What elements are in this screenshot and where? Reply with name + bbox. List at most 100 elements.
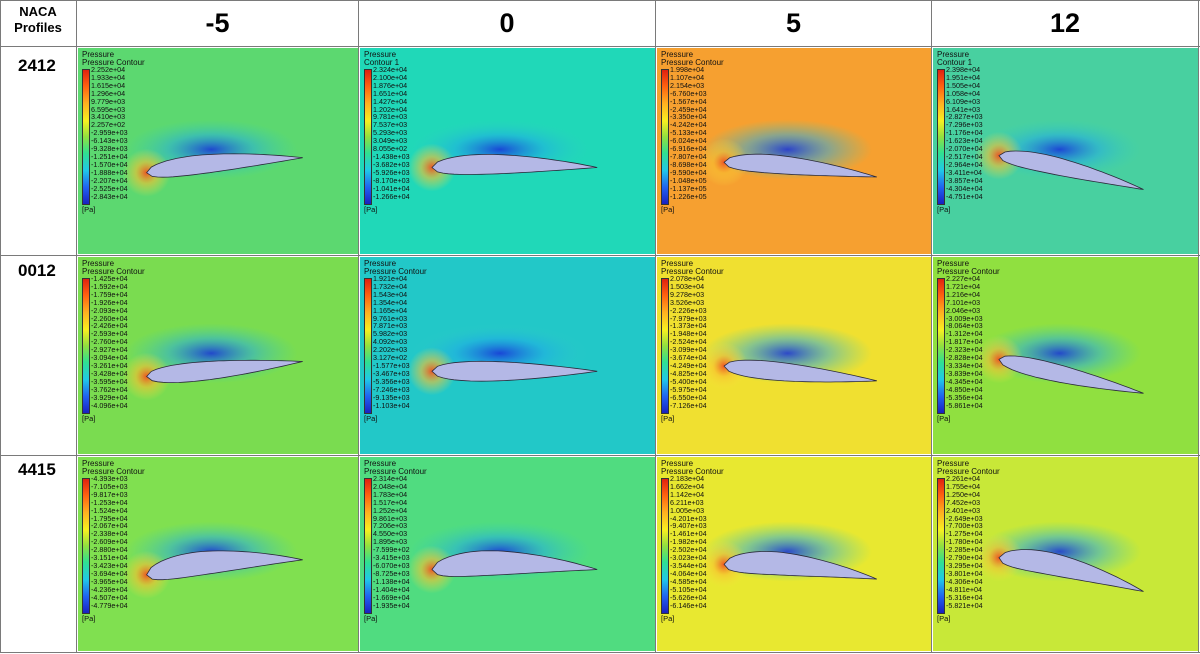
legend-tick-label: 1.216e+04 xyxy=(946,289,981,299)
legend-color-bar xyxy=(364,478,372,614)
pressure-field xyxy=(78,48,358,254)
legend-tick-label: -2.502e+04 xyxy=(670,545,707,555)
legend-tick-label: 1.895e+03 xyxy=(373,537,408,547)
legend-tick-label: -6.143e+03 xyxy=(91,136,128,146)
contour-plot: Pressure Pressure Contour 1.998e+04 1.107e+… xyxy=(657,48,931,254)
legend-subtitle: Pressure Contour xyxy=(937,267,1000,276)
legend-tick-label: -1.982e+04 xyxy=(670,537,707,547)
legend-tick-label: -5.400e+04 xyxy=(670,376,707,386)
contour-plot: Pressure Pressure Contour 2.261e+04 1.755e+… xyxy=(933,457,1198,651)
legend-tick-label: 1.250e+04 xyxy=(946,489,981,499)
pressure-legend: Pressure Pressure Contour 2.314e+04 2.048e+… xyxy=(364,460,427,624)
pressure-legend: Pressure Pressure Contour 1.921e+04 1.732e+… xyxy=(364,260,427,424)
legend-tick-label: -4.507e+04 xyxy=(91,592,128,602)
legend-tick-label: 1.721e+04 xyxy=(946,281,981,291)
airfoil-shape xyxy=(431,550,598,577)
legend-tick-label: -1.926e+04 xyxy=(91,297,128,307)
legend-tick-label: -2.525e+04 xyxy=(91,183,128,193)
legend-tick-label: 6.109e+03 xyxy=(946,96,981,106)
legend-tick-label: -4.304e+04 xyxy=(946,183,983,193)
legend-tick-label: 2.078e+04 xyxy=(670,274,705,283)
legend-tick-label: -3.428e+04 xyxy=(91,368,128,378)
legend-tick-label: 9.861e+03 xyxy=(373,513,408,523)
legend-tick-label: -3.839e+04 xyxy=(946,368,983,378)
legend-tick-label: -5.975e+04 xyxy=(670,384,707,394)
angle-header-m5: -5 xyxy=(205,8,230,38)
airfoil-shape xyxy=(723,359,877,383)
pressure-legend: Pressure Pressure Contour -4.393e+03 -7.105… xyxy=(82,460,145,624)
legend-tick-label: -4.825e+04 xyxy=(670,368,707,378)
legend-tick-label: 3.127e+02 xyxy=(373,353,408,363)
legend-tick-label: 1.755e+04 xyxy=(946,481,981,491)
legend-tick-label: -2.880e+04 xyxy=(91,545,128,555)
contour-plot: Pressure Pressure Contour 2.252e+04 1.933e+… xyxy=(78,48,358,254)
airfoil-shape xyxy=(146,359,303,383)
legend-tick-label: -3.467e+03 xyxy=(373,368,410,378)
legend-tick-label: -2.207e+04 xyxy=(91,175,128,185)
legend-tick-label: 6.595e+03 xyxy=(91,104,126,114)
legend-tick-label: 1.783e+04 xyxy=(373,489,408,499)
legend-title: Pressure xyxy=(364,459,397,468)
grid-line-v4 xyxy=(931,0,932,653)
legend-tick-label: 1.427e+04 xyxy=(373,96,408,106)
grid-line-left xyxy=(0,0,1,653)
pressure-field xyxy=(78,457,358,651)
legend-tick-label: 2.252e+04 xyxy=(91,65,126,74)
legend-tick-label: -2.338e+04 xyxy=(91,529,128,539)
legend-tick-label: -4.096e+04 xyxy=(91,400,128,410)
legend-title: Pressure xyxy=(82,459,115,468)
legend-tick-label: -1.266e+04 xyxy=(373,191,410,201)
legend-tick-label: 1.505e+04 xyxy=(946,80,981,90)
legend-tick-label: -6.760e+03 xyxy=(670,88,707,98)
legend-tick-label: -2.828e+04 xyxy=(946,353,983,363)
legend-tick-label: 2.202e+03 xyxy=(373,345,408,355)
legend-color-bar xyxy=(82,478,90,614)
legend-tick-label: -1.137e+05 xyxy=(670,183,707,193)
legend-tick-label: -4.850e+04 xyxy=(946,384,983,394)
legend-tick-label: -2.959e+03 xyxy=(91,128,128,138)
legend-unit: [Pa] xyxy=(661,414,675,423)
legend-tick-label: -1.567e+04 xyxy=(670,96,707,106)
legend-color-bar xyxy=(82,69,90,205)
legend-subtitle: Pressure Contour xyxy=(82,58,145,67)
legend-tick-label: -1.103e+04 xyxy=(373,400,410,410)
pressure-field xyxy=(933,257,1198,454)
legend-title: Pressure xyxy=(661,50,694,59)
legend-tick-label: 1.165e+04 xyxy=(373,305,408,315)
legend-tick-label: -9.407e+03 xyxy=(670,521,707,531)
legend-tick-label: 1.641e+03 xyxy=(946,104,981,114)
legend-unit: [Pa] xyxy=(937,614,951,623)
legend-tick-label: -6.916e+04 xyxy=(670,144,707,154)
legend-tick-label: 2.314e+04 xyxy=(373,474,408,483)
legend-title: Pressure xyxy=(82,50,115,59)
airfoil-shape xyxy=(723,153,877,178)
legend-tick-label: -8.064e+03 xyxy=(946,321,983,331)
legend-tick-label: -1.817e+04 xyxy=(946,337,983,347)
legend-tick-label: 1.543e+04 xyxy=(373,289,408,299)
legend-tick-label: 9.779e+03 xyxy=(91,96,126,106)
legend-title: Pressure xyxy=(937,259,970,268)
legend-tick-label: -2.524e+04 xyxy=(670,337,707,347)
pressure-legend: Pressure Pressure Contour -1.425e+04 -1.592… xyxy=(82,260,145,424)
legend-tick-label: -7.246e+03 xyxy=(373,384,410,394)
legend-tick-label: -4.345e+04 xyxy=(946,376,983,386)
legend-tick-label: -3.801e+04 xyxy=(946,568,983,578)
legend-color-bar xyxy=(937,69,945,205)
legend-tick-label: -5.133e+04 xyxy=(670,128,707,138)
legend-tick-label: -7.126e+04 xyxy=(670,400,707,410)
legend-tick-label: -2.843e+04 xyxy=(91,191,128,201)
airfoil-shape xyxy=(998,150,1144,190)
legend-tick-label: 1.732e+04 xyxy=(373,281,408,291)
legend-title: Pressure xyxy=(937,50,970,59)
legend-tick-label: 1.615e+04 xyxy=(91,80,126,90)
legend-tick-label: 1.354e+04 xyxy=(373,297,408,307)
corner-header: NACA Profiles xyxy=(2,4,74,36)
legend-tick-label: -5.105e+04 xyxy=(670,584,707,594)
legend-color-bar xyxy=(364,69,372,205)
pressure-field xyxy=(657,257,931,454)
legend-subtitle: Pressure Contour xyxy=(661,267,724,276)
legend-tick-label: 2.401e+03 xyxy=(946,505,981,515)
legend-subtitle: Pressure Contour xyxy=(937,467,1000,476)
legend-unit: [Pa] xyxy=(364,414,378,423)
